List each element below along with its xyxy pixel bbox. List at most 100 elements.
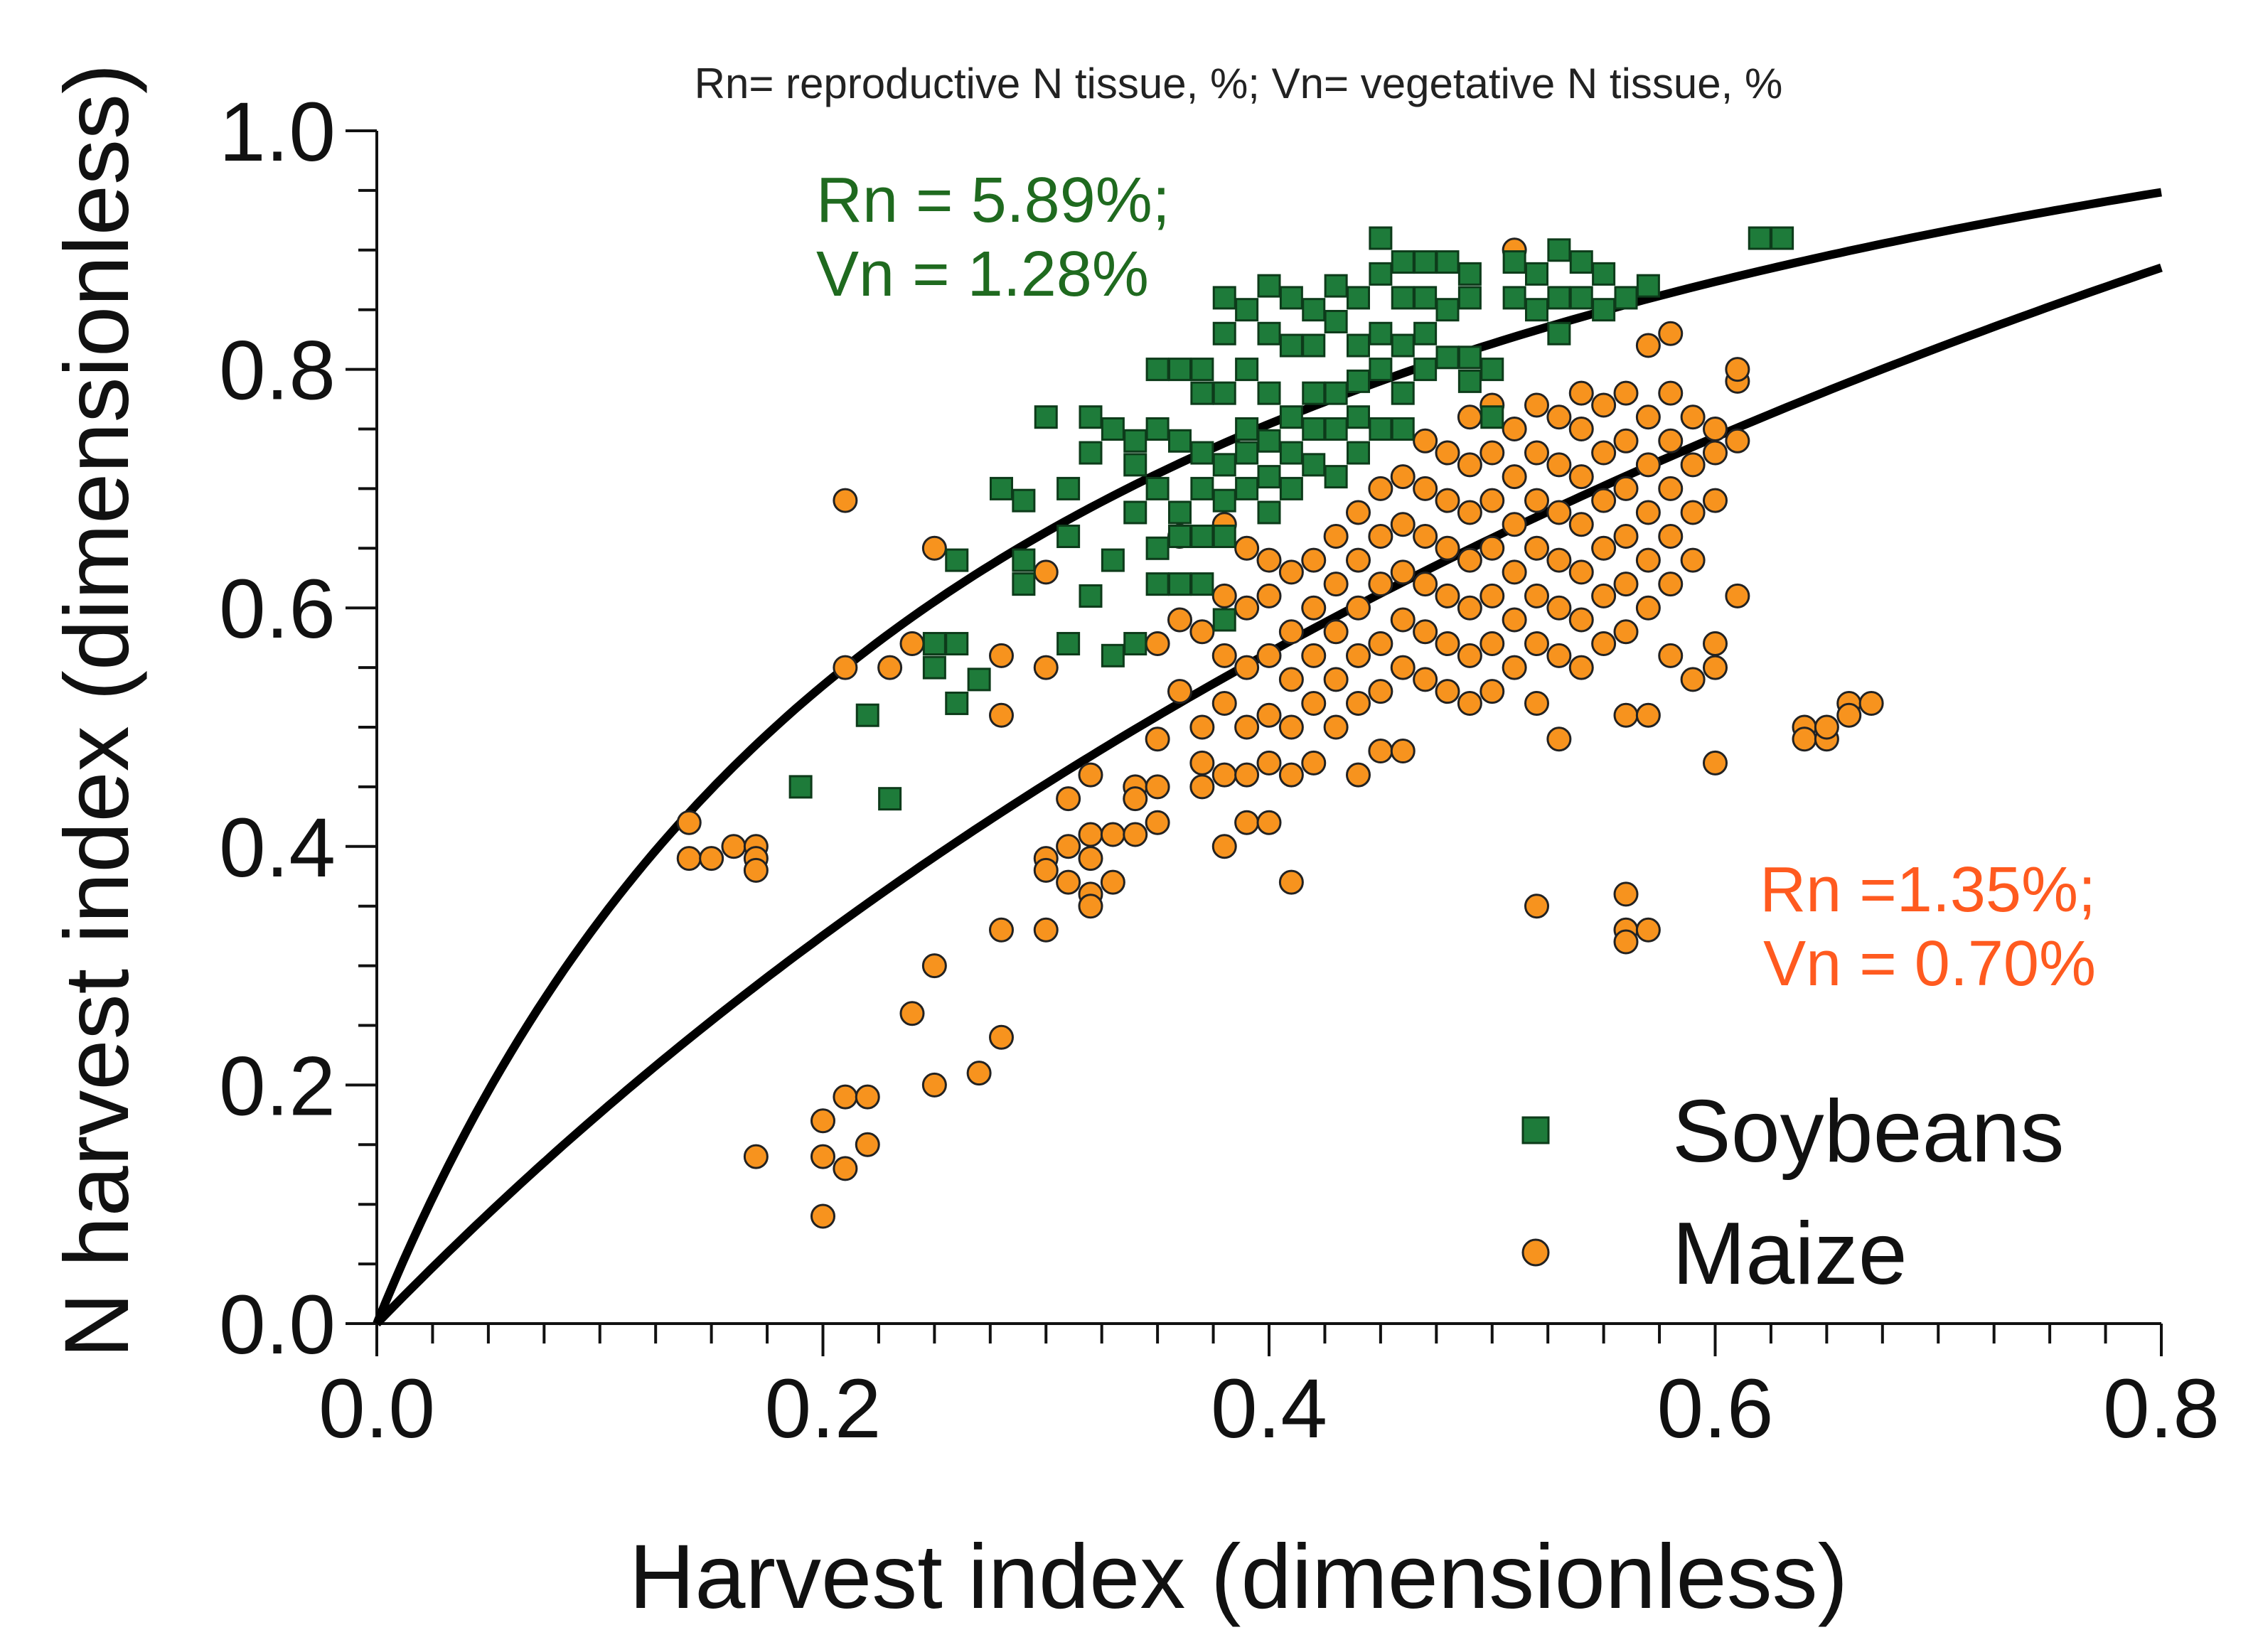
soybean-point [1525,298,1548,322]
maize-point [1524,894,1549,919]
maize-point [1256,810,1282,835]
maize-point [1078,846,1103,871]
y-tick-label: 1.0 [219,85,336,179]
soybean-point [1413,250,1438,274]
maize-point [1123,822,1148,847]
maize-point [1189,774,1215,800]
soybean-point [1435,250,1460,274]
maize-point [1346,595,1371,621]
soybean-point [1391,250,1415,274]
maize-point [1211,690,1237,716]
maize-point [899,1001,925,1026]
soybean-point [1257,321,1281,345]
maize-point [1635,595,1661,621]
maize-point [1145,631,1170,657]
maize-point [810,1144,835,1169]
maize-point [1480,583,1505,608]
maize-point [1524,535,1549,561]
maize-point [1457,547,1482,573]
maize-point [1725,583,1750,608]
maize-point [1368,524,1393,549]
maize-point [989,643,1014,668]
maize-point [1145,774,1170,800]
maize-point [1323,667,1349,692]
maize-point [1390,655,1416,680]
soybean-point [1257,500,1281,525]
maize-point [1301,595,1327,621]
maize-point [1100,822,1125,847]
maize-point [1568,512,1594,537]
maize-point [1524,583,1549,608]
soybean-point [1547,321,1571,345]
maize-point [1211,583,1237,608]
soybean-point [1347,369,1370,393]
maize-point [921,953,947,979]
maize-point [1100,869,1125,895]
soybean-point [1101,643,1125,667]
maize-point [1390,464,1416,490]
maize-point [1413,619,1438,645]
plot-axes: 0.0 0.2 0.4 0.6 0.8 1.0 0.0 0.2 0.4 0.6 0.8 [219,85,2220,1456]
x-tick-label: 0.6 [1657,1362,1773,1456]
maize-point [1301,547,1327,573]
maize-point [1703,417,1728,441]
maize-point [1457,404,1482,430]
y-axis-label: N harvest index (dimensionless) [46,63,148,1358]
maize-point [1613,428,1639,454]
maize-point [1680,452,1706,478]
soybean-point [1279,441,1303,465]
maize-point [1502,655,1527,680]
maize-point [1413,428,1438,454]
maize-point [1189,714,1215,740]
maize-point [1680,547,1706,573]
maize-point [1591,440,1617,466]
maize-point [1390,607,1416,633]
soybean-point [1324,274,1348,298]
soybean-point [1324,381,1348,405]
soybean-point [1056,525,1081,549]
maize-point [1568,417,1594,441]
maize-point [1546,547,1572,573]
soybean-point [1435,298,1460,322]
maize-point [1524,690,1549,716]
soybean-point [1212,488,1236,513]
x-tick-label: 0.0 [319,1362,435,1456]
maize-point [699,846,724,871]
soybean-point [922,632,946,656]
maize-point [1480,679,1505,704]
maize-point [1591,631,1617,657]
legend-label-maize: Maize [1672,1205,1907,1303]
maize-point [833,655,858,680]
maize-point [1301,690,1327,716]
soybean-point [1145,476,1170,500]
maize-point [1256,702,1282,728]
maize-point [1234,595,1260,621]
maize-point [1502,417,1527,441]
maize-point [1613,619,1639,645]
maize-point [1613,476,1639,501]
maize-point [1613,524,1639,549]
soybean-point [1212,608,1236,632]
maize-point [1368,572,1393,597]
maize-point [1658,643,1684,668]
maize-point [1480,631,1505,657]
maize-point [877,655,903,680]
maize-point [1658,380,1684,406]
soybean-point [1012,572,1036,596]
maize-annotation-line: Rn =1.35%; [1760,854,2096,926]
soybean-point [1212,381,1236,405]
maize-point [1278,667,1304,692]
maize-point [1056,834,1081,859]
legend-maize-marker [1521,1238,1550,1267]
maize-point [1703,655,1728,680]
soybean-points [788,226,1794,811]
soybean-point [1190,381,1214,405]
maize-point [1568,464,1594,490]
y-tick-label: 0.4 [219,801,336,895]
maize-point [1368,739,1393,764]
soybean-point [1190,441,1214,465]
maize-point [1568,607,1594,633]
soybean-point [1012,548,1036,572]
maize-point [1413,476,1438,501]
maize-point [1658,524,1684,549]
